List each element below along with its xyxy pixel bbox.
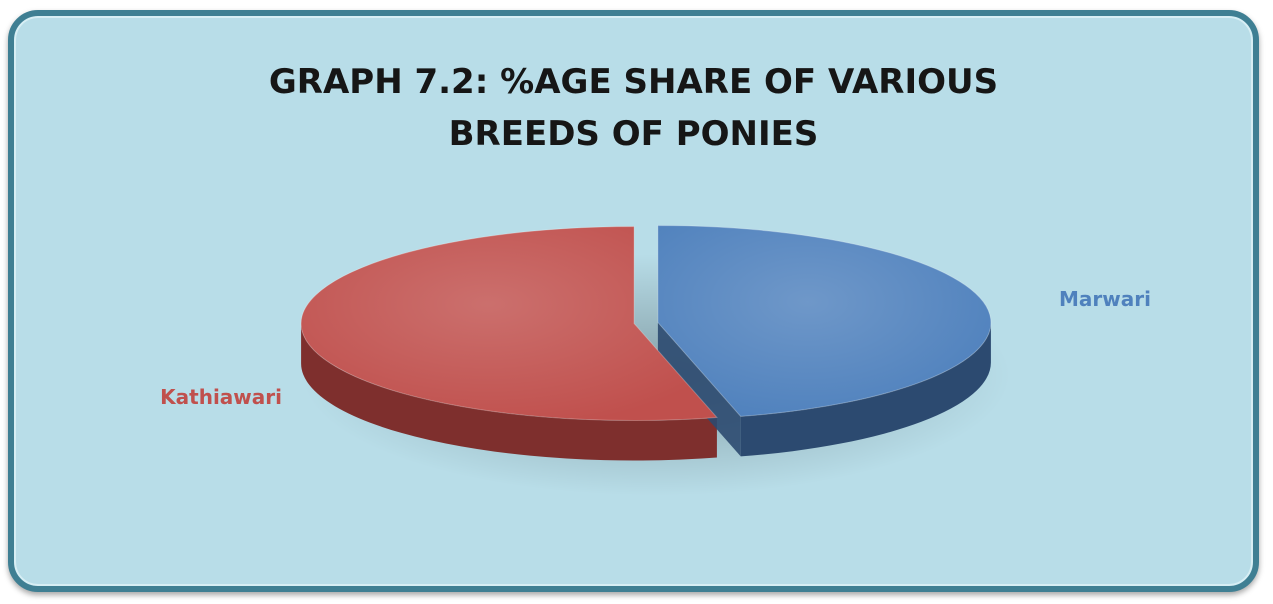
pie-chart: Marwari Kathiawari (160, 224, 1151, 496)
pie-slice-gloss (301, 226, 717, 421)
pie-label-marwari: Marwari (1059, 287, 1151, 311)
chart-title-line-2: BREEDS OF PONIES (448, 114, 819, 154)
chart-title-line-1: GRAPH 7.2: %AGE SHARE OF VARIOUS (268, 62, 999, 102)
pie-slice-gloss (657, 225, 991, 417)
chart-frame: GRAPH 7.2: %AGE SHARE OF VARIOUS BREEDS … (8, 10, 1259, 592)
chart-title: GRAPH 7.2: %AGE SHARE OF VARIOUS BREEDS … (14, 56, 1253, 160)
pie-slice-side-marwari (740, 322, 991, 457)
pie-slice-side-kathiawari (301, 323, 717, 461)
pie-label-kathiawari: Kathiawari (160, 385, 282, 409)
pie-slice-cut-marwari (657, 322, 741, 457)
